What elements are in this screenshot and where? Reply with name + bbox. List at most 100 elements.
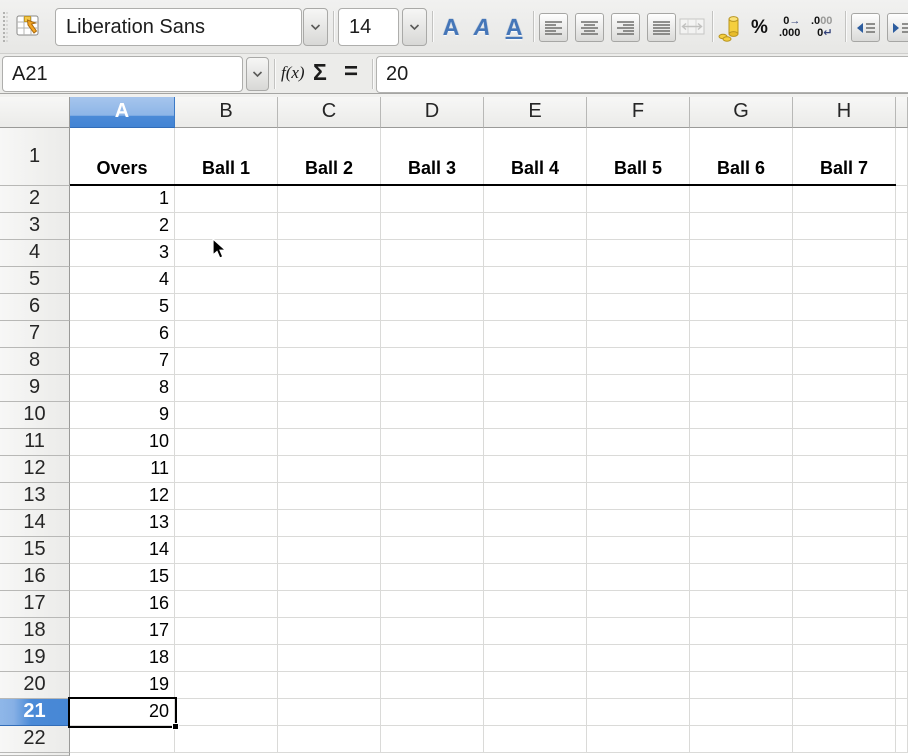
cell-D21[interactable] <box>381 699 484 726</box>
font-size-dropdown-button[interactable] <box>402 8 427 46</box>
cell-C4[interactable] <box>278 240 381 267</box>
cell-E19[interactable] <box>484 645 587 672</box>
cell-G9[interactable] <box>690 375 793 402</box>
cell-E14[interactable] <box>484 510 587 537</box>
cell-C20[interactable] <box>278 672 381 699</box>
cell-C16[interactable] <box>278 564 381 591</box>
cell-F13[interactable] <box>587 483 690 510</box>
cell-B6[interactable] <box>175 294 278 321</box>
align-right-button[interactable] <box>611 13 640 42</box>
cell-H22[interactable] <box>793 726 896 753</box>
cell-H12[interactable] <box>793 456 896 483</box>
cell-E21[interactable] <box>484 699 587 726</box>
fill-handle[interactable] <box>172 723 179 730</box>
cell-C14[interactable] <box>278 510 381 537</box>
cell-F9[interactable] <box>587 375 690 402</box>
cell-F12[interactable] <box>587 456 690 483</box>
cell-F7[interactable] <box>587 321 690 348</box>
cell-F3[interactable] <box>587 213 690 240</box>
cell-B20[interactable] <box>175 672 278 699</box>
cell-H19[interactable] <box>793 645 896 672</box>
cell-F10[interactable] <box>587 402 690 429</box>
cell-B13[interactable] <box>175 483 278 510</box>
column-header-H[interactable]: H <box>793 97 896 128</box>
cell-A2[interactable]: 1 <box>70 186 175 213</box>
cell-G5[interactable] <box>690 267 793 294</box>
cell-F2[interactable] <box>587 186 690 213</box>
cell-A16[interactable]: 15 <box>70 564 175 591</box>
column-header-G[interactable]: G <box>690 97 793 128</box>
cell-I8[interactable] <box>896 348 908 375</box>
row-header-6[interactable]: 6 <box>0 294 70 321</box>
column-header-I[interactable] <box>896 97 908 128</box>
cell-E22[interactable] <box>484 726 587 753</box>
cell-C22[interactable] <box>278 726 381 753</box>
cell-H15[interactable] <box>793 537 896 564</box>
cell-B22[interactable] <box>175 726 278 753</box>
cell-G4[interactable] <box>690 240 793 267</box>
cell-C1[interactable]: Ball 2 <box>278 128 381 186</box>
cell-F14[interactable] <box>587 510 690 537</box>
cell-D2[interactable] <box>381 186 484 213</box>
row-header-8[interactable]: 8 <box>0 348 70 375</box>
cell-E18[interactable] <box>484 618 587 645</box>
cell-G16[interactable] <box>690 564 793 591</box>
cell-G3[interactable] <box>690 213 793 240</box>
row-header-9[interactable]: 9 <box>0 375 70 402</box>
cell-A20[interactable]: 19 <box>70 672 175 699</box>
cell-C8[interactable] <box>278 348 381 375</box>
cell-H4[interactable] <box>793 240 896 267</box>
row-header-1[interactable]: 1 <box>0 128 70 186</box>
cell-G17[interactable] <box>690 591 793 618</box>
cell-F21[interactable] <box>587 699 690 726</box>
cell-I18[interactable] <box>896 618 908 645</box>
equals-function-icon[interactable]: = <box>344 58 358 90</box>
font-name-input[interactable]: Liberation Sans <box>55 8 302 46</box>
column-header-D[interactable]: D <box>381 97 484 128</box>
cell-F22[interactable] <box>587 726 690 753</box>
cell-D8[interactable] <box>381 348 484 375</box>
cell-C5[interactable] <box>278 267 381 294</box>
cell-B16[interactable] <box>175 564 278 591</box>
cell-I17[interactable] <box>896 591 908 618</box>
cell-D17[interactable] <box>381 591 484 618</box>
italic-button[interactable]: A <box>467 12 497 42</box>
row-header-19[interactable]: 19 <box>0 645 70 672</box>
formula-input-line[interactable]: 20 <box>376 56 908 93</box>
cell-F4[interactable] <box>587 240 690 267</box>
cell-C3[interactable] <box>278 213 381 240</box>
cell-D15[interactable] <box>381 537 484 564</box>
cell-I5[interactable] <box>896 267 908 294</box>
cell-A4[interactable]: 3 <box>70 240 175 267</box>
cell-D16[interactable] <box>381 564 484 591</box>
cell-A12[interactable]: 11 <box>70 456 175 483</box>
cell-I22[interactable] <box>896 726 908 753</box>
column-header-A[interactable]: A <box>70 97 175 128</box>
cell-B7[interactable] <box>175 321 278 348</box>
cell-C10[interactable] <box>278 402 381 429</box>
cell-D7[interactable] <box>381 321 484 348</box>
row-header-2[interactable]: 2 <box>0 186 70 213</box>
cell-H7[interactable] <box>793 321 896 348</box>
cell-I20[interactable] <box>896 672 908 699</box>
cell-A8[interactable]: 7 <box>70 348 175 375</box>
cell-B8[interactable] <box>175 348 278 375</box>
sum-icon[interactable]: Σ <box>313 58 327 90</box>
currency-format-icon[interactable] <box>716 12 744 42</box>
cell-H20[interactable] <box>793 672 896 699</box>
cell-A22[interactable] <box>70 726 175 753</box>
align-justify-button[interactable] <box>647 13 676 42</box>
cell-C11[interactable] <box>278 429 381 456</box>
cell-D10[interactable] <box>381 402 484 429</box>
cell-G18[interactable] <box>690 618 793 645</box>
cell-C12[interactable] <box>278 456 381 483</box>
cell-B9[interactable] <box>175 375 278 402</box>
row-header-18[interactable]: 18 <box>0 618 70 645</box>
add-decimal-place-icon[interactable]: 0→ .000 <box>779 15 800 39</box>
cell-D5[interactable] <box>381 267 484 294</box>
delete-decimal-place-icon[interactable]: .000 0↵ <box>811 15 832 39</box>
cell-H1[interactable]: Ball 7 <box>793 128 896 186</box>
cell-B14[interactable] <box>175 510 278 537</box>
row-header-20[interactable]: 20 <box>0 672 70 699</box>
cell-A11[interactable]: 10 <box>70 429 175 456</box>
